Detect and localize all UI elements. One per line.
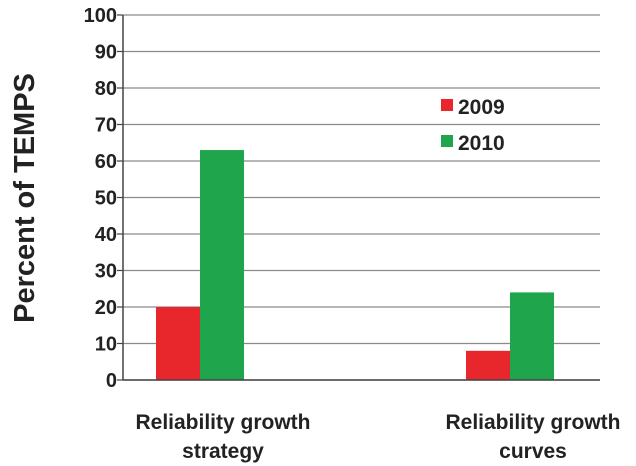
y-tick-label: 20 <box>95 297 117 319</box>
legend-swatch-2010 <box>441 135 453 147</box>
category-label: curves <box>499 440 567 463</box>
y-axis-label: Percent of TEMPS <box>9 73 41 323</box>
category-label: strategy <box>182 440 264 463</box>
legend-label: 2009 <box>458 96 505 119</box>
bar-2010-0 <box>200 150 244 380</box>
y-tick-label: 30 <box>95 261 117 283</box>
bar-2010-1 <box>510 292 554 380</box>
y-tick-label: 0 <box>106 370 117 392</box>
category-label: Reliability growth <box>135 411 310 434</box>
y-tick-label: 60 <box>95 151 117 173</box>
y-tick-label: 40 <box>95 224 117 246</box>
category-label: Reliability growth <box>445 411 620 434</box>
legend: 2009 2010 <box>441 96 505 155</box>
legend-label: 2010 <box>458 132 505 155</box>
legend-swatch-2009 <box>441 99 453 111</box>
bar-2009-0 <box>156 307 200 380</box>
y-tick-label: 90 <box>95 42 117 64</box>
y-tick-label: 100 <box>84 5 117 27</box>
y-tick-label: 10 <box>95 334 117 356</box>
y-tick-label: 50 <box>95 188 117 210</box>
category-labels: Reliability growth strategy Reliability gr… <box>135 411 620 463</box>
y-tick-label: 70 <box>95 115 117 137</box>
bar-2009-1 <box>466 350 510 380</box>
axes <box>122 15 600 381</box>
y-tick-label: 80 <box>95 78 117 100</box>
y-tick-labels: 0 10 20 30 40 50 60 70 80 90 100 <box>84 5 117 392</box>
bars <box>156 150 554 380</box>
